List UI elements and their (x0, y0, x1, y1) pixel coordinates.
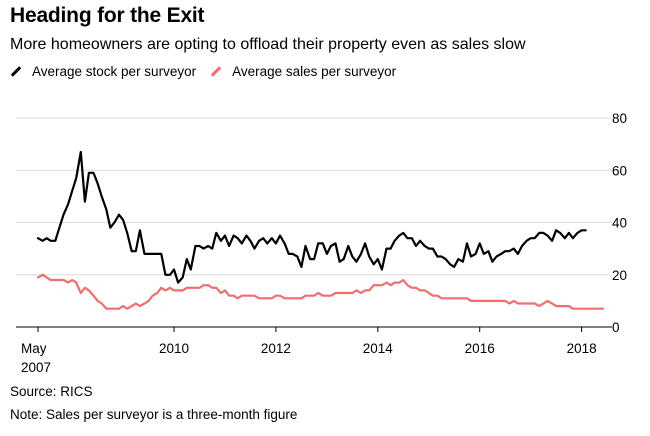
series-line-sales (36, 273, 605, 310)
chart-title: Heading for the Exit (10, 4, 205, 27)
chart-subtitle: More homeowners are opting to offload th… (10, 36, 526, 53)
legend-swatch-sales (210, 66, 222, 77)
legend-item-sales: Average sales per surveyor (210, 64, 396, 79)
x-tick-label: 2014 (363, 341, 394, 356)
footnote: Note: Sales per surveyor is a three-mont… (10, 407, 298, 422)
x-tick-label: 2018 (567, 341, 597, 356)
y-tick-label: 60 (612, 163, 627, 178)
y-tick-label: 0 (612, 320, 620, 335)
legend-swatch-stock (10, 66, 22, 77)
x-tick-label: 2012 (261, 341, 291, 356)
line-chart: 0 20 40 60 80 May 2007 2010 2012 2014 2016 2018 (16, 111, 627, 375)
x-tick-label: 2010 (159, 341, 189, 356)
legend-item-stock: Average stock per surveyor (10, 64, 196, 79)
y-tick-label: 80 (612, 111, 627, 126)
x-tick-label: May 2007 (21, 341, 51, 375)
y-tick-label: 20 (612, 268, 627, 283)
series-line-stock (36, 150, 587, 284)
chart-legend: Average stock per surveyor Average sales… (10, 64, 410, 79)
y-tick-label: 40 (612, 216, 627, 231)
source-note: Source: RICS (10, 384, 93, 399)
legend-label-sales: Average sales per surveyor (232, 64, 397, 79)
legend-label-stock: Average stock per surveyor (32, 64, 197, 79)
x-tick-label: 2016 (465, 341, 495, 356)
